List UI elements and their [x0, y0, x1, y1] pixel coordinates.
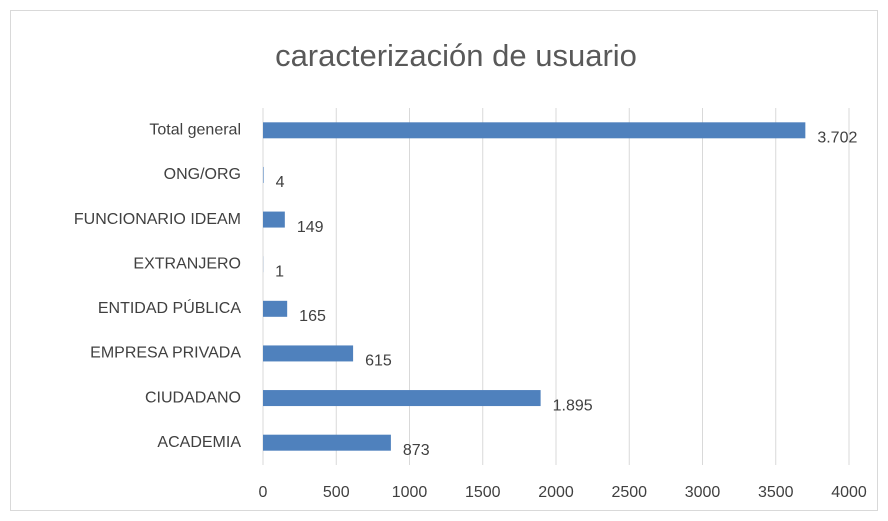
x-tick-label: 1500	[465, 484, 501, 501]
y-tick-label: EXTRANJERO	[133, 255, 241, 272]
value-label: 4	[276, 174, 285, 191]
bar	[263, 434, 391, 451]
y-tick-label: ONG/ORG	[164, 166, 241, 183]
x-tick-label: 1000	[392, 484, 428, 501]
value-label: 1	[275, 263, 284, 280]
x-tick-label: 2500	[611, 484, 647, 501]
value-label: 149	[297, 219, 324, 236]
bar	[263, 122, 806, 139]
y-tick-label: EMPRESA PRIVADA	[90, 345, 241, 362]
y-tick-label: Total general	[149, 122, 241, 139]
chart-title: caracterización de usuario	[275, 38, 637, 73]
x-tick-label: 2000	[538, 484, 574, 501]
y-tick-label: CIUDADANO	[145, 389, 241, 406]
value-label: 165	[299, 308, 326, 325]
x-tick-label: 3000	[685, 484, 721, 501]
bar	[263, 166, 264, 183]
x-tick-label: 500	[323, 484, 350, 501]
chart-border	[10, 10, 878, 511]
bar	[263, 390, 541, 407]
x-tick-label: 3500	[758, 484, 794, 501]
y-tick-label: FUNCIONARIO IDEAM	[74, 211, 241, 228]
x-tick-label: 0	[259, 484, 268, 501]
y-tick-label: ENTIDAD PÚBLICA	[98, 298, 241, 317]
x-tick-label: 4000	[831, 484, 867, 501]
value-label: 1.895	[553, 397, 593, 414]
value-label: 615	[365, 353, 392, 370]
bar	[263, 345, 354, 362]
value-label: 873	[403, 442, 430, 459]
y-tick-label: ACADEMIA	[157, 434, 241, 451]
bar	[263, 300, 288, 317]
value-label: 3.702	[817, 130, 857, 147]
bar	[263, 211, 285, 228]
